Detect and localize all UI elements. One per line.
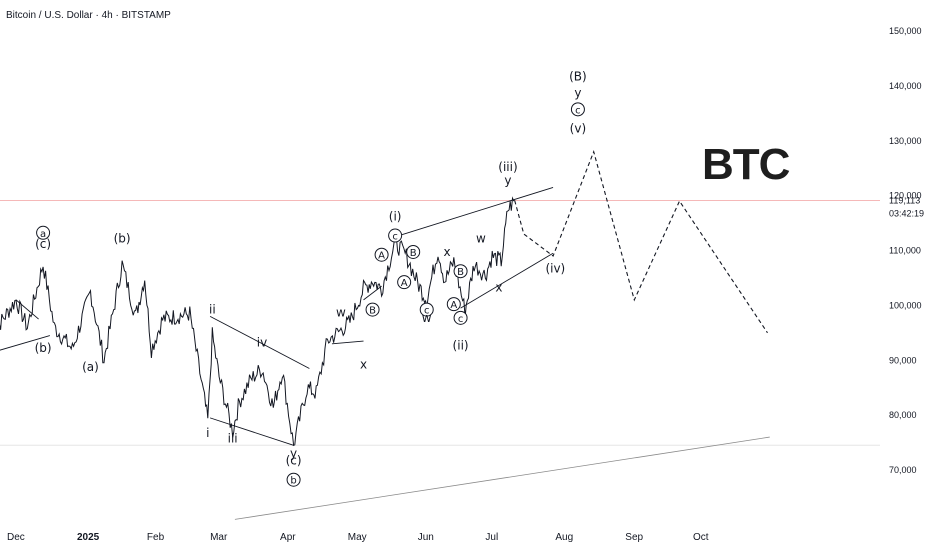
wave-label: w xyxy=(336,305,346,319)
wave-label-circle xyxy=(419,302,434,317)
drawing-layer xyxy=(0,186,770,520)
wave-label: A xyxy=(450,300,457,311)
x-tick-label: 2025 xyxy=(77,532,100,543)
wave-label: (b) xyxy=(35,341,52,355)
wave-label: y xyxy=(574,86,581,100)
flag-line-a xyxy=(331,340,364,345)
wave-label-circle xyxy=(406,244,421,259)
triangle-upper-line xyxy=(209,315,310,369)
wave-label: (a) xyxy=(82,360,99,374)
wave-label: x xyxy=(495,281,502,295)
wave-label: A xyxy=(378,251,385,262)
x-tick-label: Oct xyxy=(693,532,709,543)
chart-symbol-title: Bitcoin / U.S. Dollar · 4h · BITSTAMP xyxy=(6,10,171,21)
wave-label-circle xyxy=(453,310,468,325)
wave-label-circle xyxy=(286,472,301,487)
wave-label: (iii) xyxy=(498,160,517,174)
y-tick-label: 140,000 xyxy=(889,81,922,91)
y-tick-label: 80,000 xyxy=(889,410,917,420)
y-tick-label: 110,000 xyxy=(889,246,921,256)
flag-line-b xyxy=(363,285,382,301)
wave-label: b xyxy=(290,476,296,487)
current-price-value: 119,113 xyxy=(889,195,920,205)
x-tick-label: Jun xyxy=(418,532,434,543)
countdown-timer: 03:42:19 xyxy=(889,208,924,218)
x-tick-label: Apr xyxy=(280,532,296,543)
wave-label: c xyxy=(392,232,398,243)
wave-label-circle xyxy=(446,297,461,312)
wave-label: c xyxy=(458,314,464,325)
long-trend-line xyxy=(234,436,770,520)
wave-label-circle xyxy=(453,264,468,279)
wave-label: w xyxy=(476,231,486,245)
price-line xyxy=(0,196,515,447)
wave-label: x xyxy=(443,245,450,259)
wave-label: iv xyxy=(257,336,267,350)
wave-label: (i) xyxy=(389,209,402,223)
wave-label: a xyxy=(40,229,46,240)
wave-label: (B) xyxy=(569,69,587,83)
wave-label-circle xyxy=(570,102,585,117)
time-axis: Dec 2025 Feb Mar Apr May Jun Jul Aug Sep Oct xyxy=(7,532,709,543)
wave-label: y xyxy=(290,446,297,460)
current-price-layer: 119,113 03:42:19 xyxy=(0,195,924,446)
wave-label: y xyxy=(504,174,511,188)
price-series xyxy=(0,196,515,447)
x-tick-label: Jul xyxy=(485,532,498,543)
wave-label: iii xyxy=(228,432,238,446)
wedge-line-b xyxy=(0,335,51,351)
wave-label: c xyxy=(424,306,430,317)
wave-label-circle xyxy=(374,247,389,262)
y-tick-label: 70,000 xyxy=(889,465,917,475)
x-tick-label: Feb xyxy=(147,532,165,543)
channel-lower-line xyxy=(460,252,554,309)
y-tick-label: 100,000 xyxy=(889,300,922,310)
wave-label: ii xyxy=(209,303,216,317)
channel-upper-line xyxy=(394,186,554,238)
wave-label: (v) xyxy=(570,122,586,136)
triangle-lower-line xyxy=(209,417,294,446)
wave-label: x xyxy=(360,357,367,371)
wave-label-circle xyxy=(36,225,51,240)
wave-label: B xyxy=(369,306,376,317)
wave-label: (iv) xyxy=(545,261,565,275)
wave-label: (ii) xyxy=(453,338,469,352)
wave-label: (c) xyxy=(286,454,302,468)
wave-label: B xyxy=(410,248,417,259)
y-tick-label: 150,000 xyxy=(889,26,922,36)
x-tick-label: Dec xyxy=(7,532,25,543)
y-tick-label: 130,000 xyxy=(889,136,922,146)
y-tick-label: 90,000 xyxy=(889,355,917,365)
x-tick-label: Mar xyxy=(210,532,228,543)
x-tick-label: May xyxy=(348,532,367,543)
wave-label: B xyxy=(457,267,464,278)
y-tick-label: 120,000 xyxy=(889,191,922,201)
x-tick-label: Aug xyxy=(555,532,573,543)
wave-label-circle xyxy=(397,275,412,290)
wave-label: c xyxy=(575,105,581,116)
wave-label: (b) xyxy=(114,231,131,245)
chart-title: BTC xyxy=(702,140,790,189)
wave-label-circle xyxy=(365,302,380,317)
wave-label-circle xyxy=(388,228,403,243)
wave-label: i xyxy=(206,426,209,440)
price-axis: 150,000 140,000 130,000 120,000 110,000 100,0… xyxy=(889,26,922,475)
projection-line xyxy=(514,149,768,334)
wave-label: (c) xyxy=(35,237,51,251)
wave-label: A xyxy=(401,278,408,289)
wave-label: w xyxy=(422,311,432,325)
projection-series xyxy=(514,149,768,334)
x-tick-label: Sep xyxy=(625,532,643,543)
